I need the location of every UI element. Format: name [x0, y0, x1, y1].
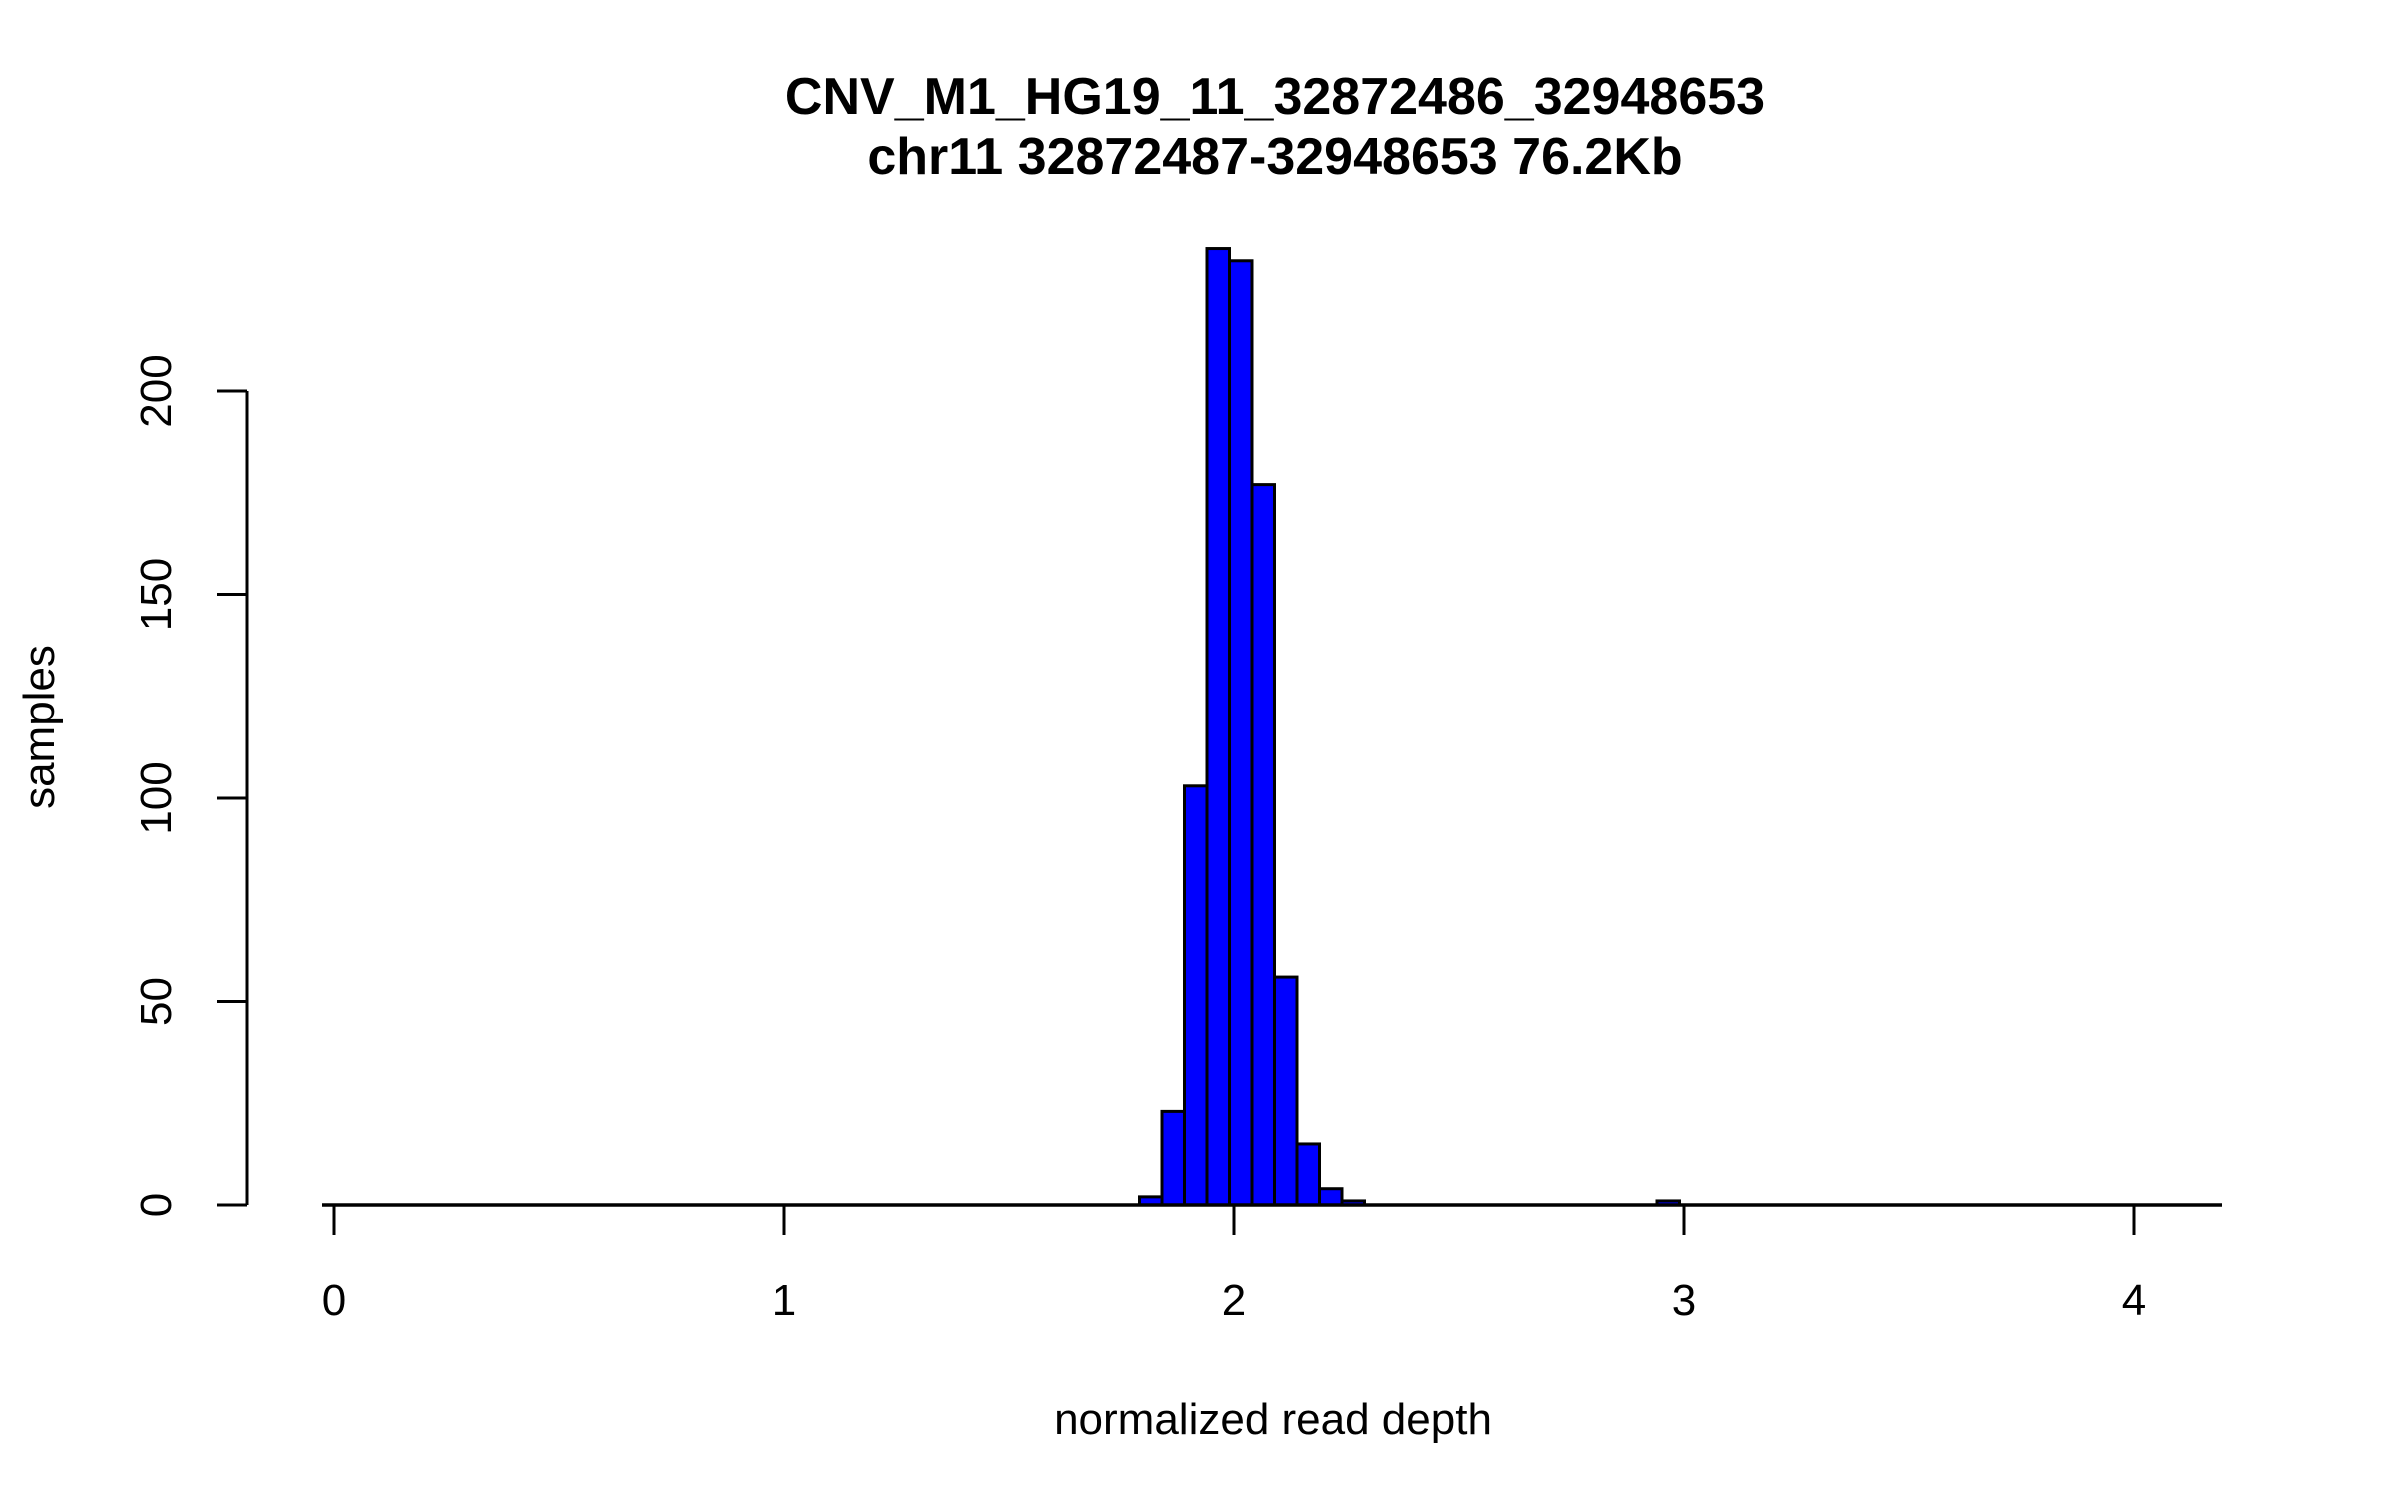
chart-title: CNV_M1_HG19_11_32872486_32948653	[785, 68, 1765, 126]
histogram-bar	[1295, 1142, 1321, 1207]
x-tick-label: 4	[2122, 1276, 2146, 1325]
x-axis-label: normalized read depth	[1054, 1395, 1492, 1444]
chart-subtitle: chr11 32872487-32948653 76.2Kb	[867, 128, 1682, 186]
y-tick-label: 50	[132, 977, 181, 1026]
y-tick-label: 150	[132, 558, 181, 631]
histogram-bar	[1228, 259, 1254, 1207]
x-tick-label: 3	[1672, 1276, 1696, 1325]
histogram-bar	[1183, 784, 1209, 1207]
histogram-bar	[1273, 975, 1299, 1207]
x-tick-label: 1	[772, 1276, 796, 1325]
y-axis: 0 50 100 150 200	[132, 354, 249, 1217]
x-tick-label: 0	[322, 1276, 346, 1325]
histogram-bar	[1250, 483, 1276, 1207]
y-tick-label: 100	[132, 761, 181, 834]
y-axis-label: samples	[15, 645, 64, 809]
x-tick-label: 2	[1222, 1276, 1246, 1325]
histogram-bar	[1205, 247, 1231, 1207]
histogram-bar	[1160, 1109, 1186, 1207]
y-tick-label: 0	[132, 1193, 181, 1217]
histogram-bar	[1318, 1187, 1344, 1207]
x-axis: 0 1 2 3 4	[322, 1203, 2222, 1325]
bars-group	[1138, 247, 1681, 1207]
y-tick-label: 200	[132, 354, 181, 427]
